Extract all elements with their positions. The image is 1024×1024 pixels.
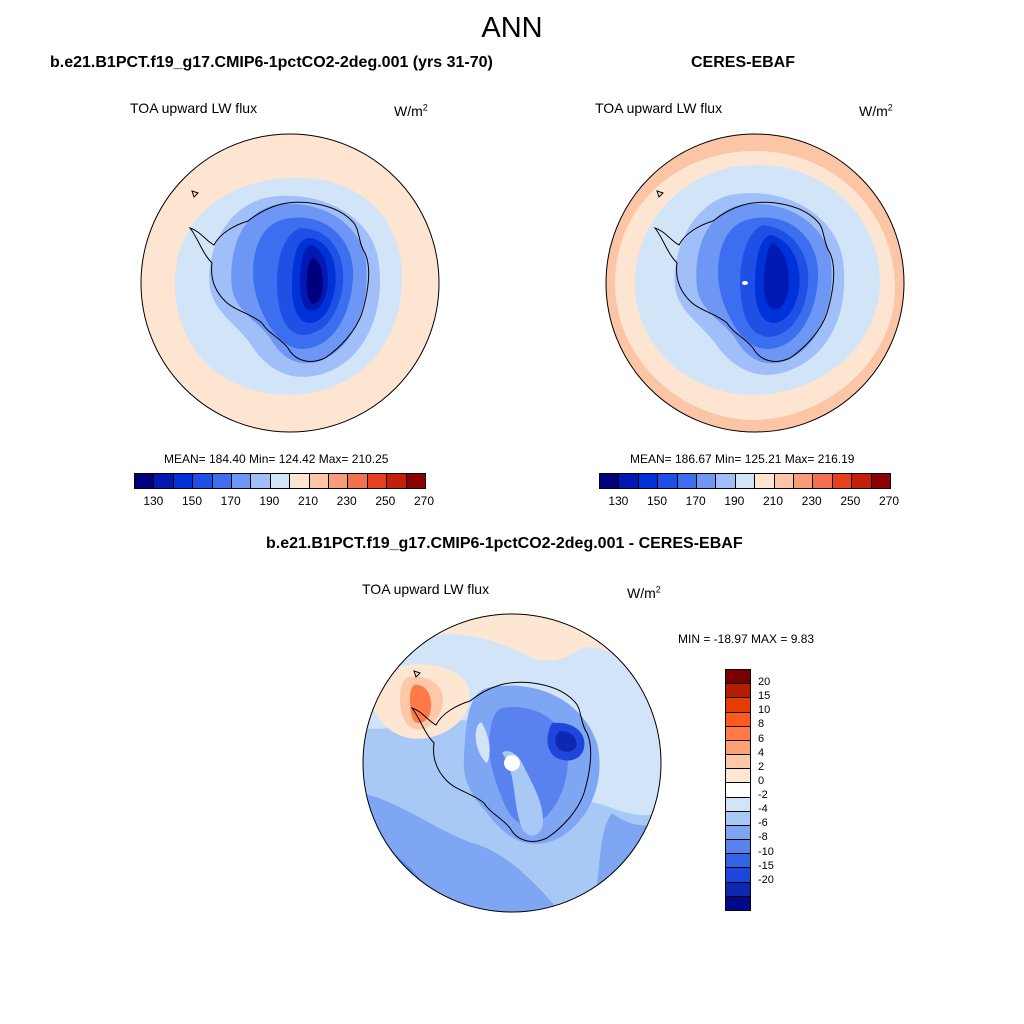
panel1-colorbar (134, 473, 426, 489)
colorbar-label: 2 (758, 760, 765, 773)
colorbar-label: 6 (758, 732, 765, 745)
colorbar-swatch (726, 868, 750, 883)
colorbar-swatch (348, 474, 368, 488)
colorbar-swatch (387, 474, 407, 488)
colorbar-label: -6 (758, 817, 768, 830)
colorbar-swatch (794, 474, 814, 488)
colorbar-swatch (871, 474, 891, 488)
panel2-colorbar (599, 473, 891, 489)
panel2-stats: MEAN= 186.67 Min= 125.21 Max= 216.19 (630, 452, 855, 466)
colorbar-swatch (813, 474, 833, 488)
colorbar-tick-label: 130 (608, 494, 629, 508)
colorbar-tick-label: 270 (413, 494, 435, 508)
colorbar-tick-label: 250 (375, 494, 396, 508)
colorbar-tick-label: 150 (181, 494, 203, 508)
colorbar-swatch (774, 474, 795, 488)
colorbar-swatch (755, 474, 775, 488)
colorbar-swatch (658, 474, 678, 488)
colorbar-swatch (309, 474, 330, 488)
colorbar-swatch (154, 474, 174, 488)
colorbar-tick-label: 130 (143, 494, 164, 508)
diff-units: W/m2 (627, 584, 661, 601)
colorbar-label: 0 (758, 774, 765, 787)
panel1-units: W/m2 (394, 102, 428, 119)
colorbar-label: 15 (758, 690, 771, 703)
colorbar-swatch (726, 698, 750, 713)
colorbar-swatch (600, 474, 620, 488)
colorbar-swatch (619, 474, 639, 488)
colorbar-tick-label: 230 (801, 494, 822, 508)
diff-colorbar (725, 669, 751, 911)
panel1-variable: TOA upward LW flux (130, 100, 258, 116)
colorbar-tick-label: 270 (878, 494, 900, 508)
colorbar-label: 4 (758, 746, 765, 759)
colorbar-swatch (406, 474, 426, 488)
colorbar-label: 20 (758, 676, 771, 689)
colorbar-swatch (726, 755, 750, 770)
diff-title: b.e21.B1PCT.f19_g17.CMIP6-1pctCO2-2deg.0… (266, 535, 743, 552)
diff-map (362, 613, 662, 913)
colorbar-tick-label: 210 (762, 494, 784, 508)
colorbar-tick-label: 250 (840, 494, 861, 508)
panel2-map (605, 133, 905, 433)
colorbar-swatch (232, 474, 252, 488)
colorbar-swatch (735, 474, 756, 488)
colorbar-swatch (726, 797, 750, 812)
colorbar-swatch (212, 474, 233, 488)
colorbar-tick-label: 170 (220, 494, 241, 508)
colorbar-swatch (726, 840, 750, 855)
colorbar-swatch (726, 896, 750, 910)
colorbar-tick-label: 170 (685, 494, 706, 508)
colorbar-swatch (726, 811, 750, 826)
colorbar-swatch (852, 474, 872, 488)
colorbar-swatch (193, 474, 213, 488)
colorbar-swatch (716, 474, 736, 488)
colorbar-swatch (726, 712, 750, 727)
diff-variable: TOA upward LW flux (362, 581, 490, 597)
panel2-units: W/m2 (859, 102, 893, 119)
colorbar-swatch (726, 670, 750, 685)
colorbar-label: -20 (758, 873, 774, 886)
colorbar-swatch (726, 783, 750, 798)
panel1-stats: MEAN= 184.40 Min= 124.42 Max= 210.25 (164, 452, 389, 466)
colorbar-swatch (832, 474, 853, 488)
colorbar-swatch (726, 740, 750, 756)
colorbar-label: -15 (758, 859, 774, 872)
colorbar-tick-label: 230 (336, 494, 357, 508)
colorbar-tick-label: 190 (259, 494, 280, 508)
colorbar-swatch (677, 474, 698, 488)
colorbar-swatch (251, 474, 271, 488)
panel1-title: b.e21.B1PCT.f19_g17.CMIP6-1pctCO2-2deg.0… (50, 54, 493, 71)
colorbar-tick-label: 210 (297, 494, 319, 508)
colorbar-swatch (367, 474, 388, 488)
colorbar-swatch (270, 474, 291, 488)
diff-stats: MIN = -18.97 MAX = 9.83 (678, 632, 815, 646)
colorbar-swatch (726, 825, 750, 841)
colorbar-label: -8 (758, 831, 768, 844)
colorbar-label: -4 (758, 803, 768, 816)
colorbar-tick-label: 190 (724, 494, 745, 508)
colorbar-label: -10 (758, 845, 774, 858)
colorbar-label: -2 (758, 789, 768, 802)
colorbar-swatch (697, 474, 717, 488)
colorbar-tick-label: 150 (646, 494, 668, 508)
main-title: ANN (481, 12, 543, 44)
colorbar-swatch (638, 474, 659, 488)
colorbar-swatch (329, 474, 349, 488)
colorbar-swatch (726, 854, 750, 869)
colorbar-swatch (726, 882, 750, 897)
colorbar-label: 10 (758, 704, 771, 717)
colorbar-swatch (290, 474, 310, 488)
panel1-map (140, 133, 440, 433)
colorbar-swatch (173, 474, 194, 488)
panel2-title: CERES-EBAF (691, 54, 796, 71)
colorbar-label: 8 (758, 718, 765, 731)
colorbar-swatch (135, 474, 155, 488)
colorbar-swatch (726, 684, 750, 699)
colorbar-swatch (726, 726, 750, 741)
colorbar-swatch (726, 769, 750, 784)
panel2-variable: TOA upward LW flux (595, 100, 723, 116)
